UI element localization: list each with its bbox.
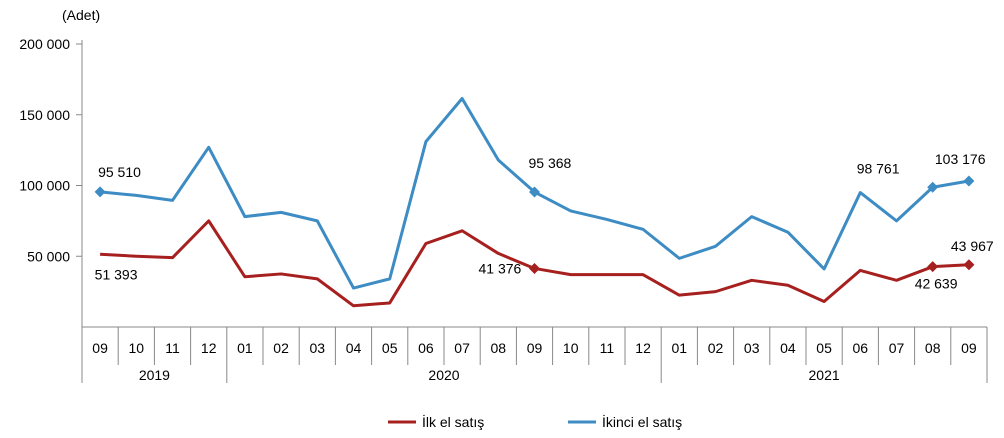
y-tick-label: 100 000 (19, 178, 70, 194)
data-point-marker (529, 262, 540, 274)
x-tick-label: 11 (600, 340, 615, 356)
x-tick-label: 01 (237, 340, 253, 356)
x-tick-label: 03 (744, 340, 760, 356)
x-tick-label: 02 (708, 340, 724, 356)
x-tick-label: 05 (816, 340, 832, 356)
axes (81, 40, 988, 383)
x-tick-label: 07 (454, 340, 470, 356)
data-labels: 51 393 41 376 42 639 43 967 95 510 95 368 98 7… (95, 151, 994, 292)
x-tick-label: 08 (491, 340, 507, 356)
x-tick-label: 02 (273, 340, 289, 356)
data-point-marker (963, 175, 975, 187)
year-label: 2020 (428, 367, 459, 383)
series-lines (94, 96, 975, 308)
year-label: 2019 (139, 367, 170, 383)
data-label: 42 639 (915, 276, 958, 292)
x-axis-categories: 09 10 11 12 01 02 03 04 05 06 07 08 09 10 11 12 01 02 03 04… (92, 340, 977, 356)
y-axis-unit-label: (Adet) (62, 7, 100, 23)
x-tick-label: 10 (129, 340, 145, 356)
data-label: 43 967 (951, 238, 994, 254)
x-tick-label: 08 (925, 340, 941, 356)
y-tick-label: 150 000 (19, 107, 70, 123)
data-point-marker (963, 259, 975, 271)
x-axis-years: 2019 2020 2021 (139, 367, 840, 383)
x-tick-label: 04 (346, 340, 362, 356)
x-tick-label: 06 (418, 340, 434, 356)
y-tick-label: 50 000 (27, 248, 70, 264)
y-axis-ticks: 50 000 100 000 150 000 200 000 (19, 36, 82, 264)
legend: İlk el satış İkinci el satış (388, 413, 682, 430)
year-label: 2021 (809, 367, 840, 383)
x-tick-label: 04 (780, 340, 796, 356)
legend-label: İlk el satış (422, 413, 484, 430)
x-tick-label: 07 (889, 340, 905, 356)
x-tick-label: 09 (527, 340, 543, 356)
y-tick-label: 200 000 (19, 36, 70, 52)
x-tick-label: 12 (635, 340, 651, 356)
data-point-marker (529, 186, 540, 198)
data-point-marker (94, 186, 106, 198)
data-point-marker (927, 181, 939, 193)
x-tick-label: 11 (165, 340, 180, 356)
data-point-marker (927, 261, 939, 273)
data-label: 95 510 (98, 164, 141, 180)
x-tick-label: 12 (201, 340, 217, 356)
data-label: 98 761 (857, 160, 900, 176)
x-tick-label: 06 (853, 340, 869, 356)
x-tick-label: 05 (382, 340, 398, 356)
x-tick-label: 09 (92, 340, 108, 356)
data-label: 95 368 (529, 155, 572, 171)
x-tick-label: 01 (672, 340, 688, 356)
data-label: 103 176 (935, 151, 986, 167)
x-tick-label: 03 (310, 340, 326, 356)
x-tick-label: 10 (563, 340, 579, 356)
data-label: 51 393 (95, 266, 138, 282)
x-tick-label: 09 (961, 340, 977, 356)
legend-label: İkinci el satış (602, 413, 682, 430)
data-label: 41 376 (479, 260, 522, 276)
